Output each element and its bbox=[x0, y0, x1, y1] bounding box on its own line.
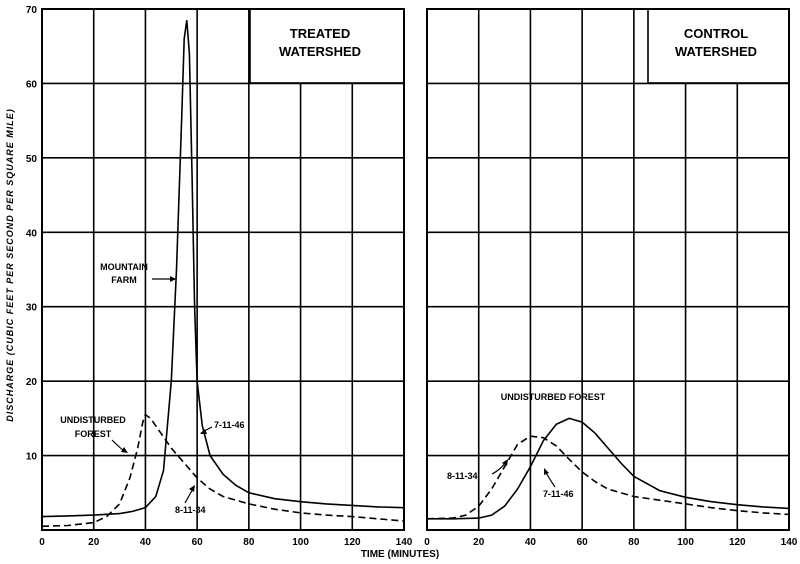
control-annotations: UNDISTURBED FOREST 8-11-34 7-11-46 bbox=[447, 392, 606, 499]
treated-x-tick-label: 20 bbox=[88, 537, 100, 548]
control-series-7-11-46 bbox=[427, 417, 790, 520]
treated-annotations: MOUNTAIN FARM UNDISTURBED FOREST 7-11-46… bbox=[60, 262, 244, 515]
control-title-line: WATERSHED bbox=[675, 44, 757, 59]
y-axis-label: DISCHARGE (CUBIC FEET PER SECOND PER SQU… bbox=[5, 108, 15, 422]
label-7-11-46-arrowhead bbox=[200, 429, 207, 434]
treated-x-tick-label: 40 bbox=[140, 537, 152, 548]
control-x-tick-label: 0 bbox=[424, 537, 430, 548]
treated-title-line: WATERSHED bbox=[279, 44, 361, 59]
treated-y-tick-label: 20 bbox=[26, 377, 38, 388]
annotation-7-11-46-control: 7-11-46 bbox=[543, 489, 574, 499]
control-series-8-11-34 bbox=[426, 435, 790, 520]
label-8-11-34-arrowhead bbox=[189, 485, 195, 492]
x-axis-label: TIME (MINUTES) bbox=[361, 549, 439, 560]
control-plot-frame bbox=[426, 8, 790, 531]
annotation-undisturbed-forest-line-1: UNDISTURBED bbox=[60, 415, 126, 425]
control-title-box bbox=[647, 8, 790, 84]
control-x-tick-label: 20 bbox=[473, 537, 485, 548]
treated-y-tick-label: 50 bbox=[26, 154, 38, 165]
treated-x-tick-label: 0 bbox=[39, 537, 45, 548]
treated-x-tick-label: 80 bbox=[243, 537, 255, 548]
undisturbed-forest-arrowhead bbox=[121, 447, 128, 453]
annotation-undisturbed-forest-control: UNDISTURBED FOREST bbox=[501, 392, 606, 402]
treated-title-line: TREATED bbox=[290, 26, 350, 41]
annotation-mountain-farm-line-2: FARM bbox=[111, 275, 137, 285]
annotation-8-11-34-treated: 8-11-34 bbox=[175, 505, 206, 515]
treated-x-tick-label: 60 bbox=[192, 537, 204, 548]
treated-series-7-11-46 bbox=[41, 20, 405, 518]
control-x-tick-label: 40 bbox=[525, 537, 537, 548]
control-x-tick-label: 80 bbox=[628, 537, 640, 548]
treated-x-tick-label: 140 bbox=[396, 537, 413, 548]
control-x-tick-label: 140 bbox=[781, 537, 798, 548]
control-7-11-46-arrowhead bbox=[544, 468, 549, 475]
treated-y-tick-label: 10 bbox=[26, 452, 38, 463]
treated-y-tick-label: 70 bbox=[26, 5, 38, 16]
control-8-11-34-arrowhead bbox=[502, 459, 508, 466]
treated-x-tick-label: 120 bbox=[344, 537, 361, 548]
annotation-mountain-farm-line-1: MOUNTAIN bbox=[100, 262, 148, 272]
treated-series-8-11-34 bbox=[41, 413, 405, 528]
treated-y-tick-label: 30 bbox=[26, 303, 38, 314]
annotation-8-11-34-control: 8-11-34 bbox=[447, 471, 478, 481]
treated-plot-frame bbox=[41, 8, 405, 531]
control-watershed-panel: CONTROL WATERSHED 0 20 40 60 80 100 120 140 bbox=[424, 8, 798, 548]
annotation-undisturbed-forest-line-2: FOREST bbox=[75, 429, 112, 439]
control-title-line: CONTROL bbox=[684, 26, 748, 41]
mountain-farm-arrowhead bbox=[170, 276, 176, 282]
treated-title-box bbox=[249, 8, 405, 84]
control-x-tick-label: 120 bbox=[729, 537, 746, 548]
control-x-tick-label: 60 bbox=[577, 537, 589, 548]
control-x-tick-label: 100 bbox=[677, 537, 694, 548]
treated-x-tick-label: 100 bbox=[292, 537, 309, 548]
treated-watershed-panel: TREATED WATERSHED 0 20 40 60 80 100 120 140 10 20 30… bbox=[26, 5, 413, 548]
treated-y-tick-label: 60 bbox=[26, 79, 38, 90]
annotation-7-11-46-treated: 7-11-46 bbox=[214, 420, 245, 430]
treated-y-tick-label: 40 bbox=[26, 228, 38, 239]
